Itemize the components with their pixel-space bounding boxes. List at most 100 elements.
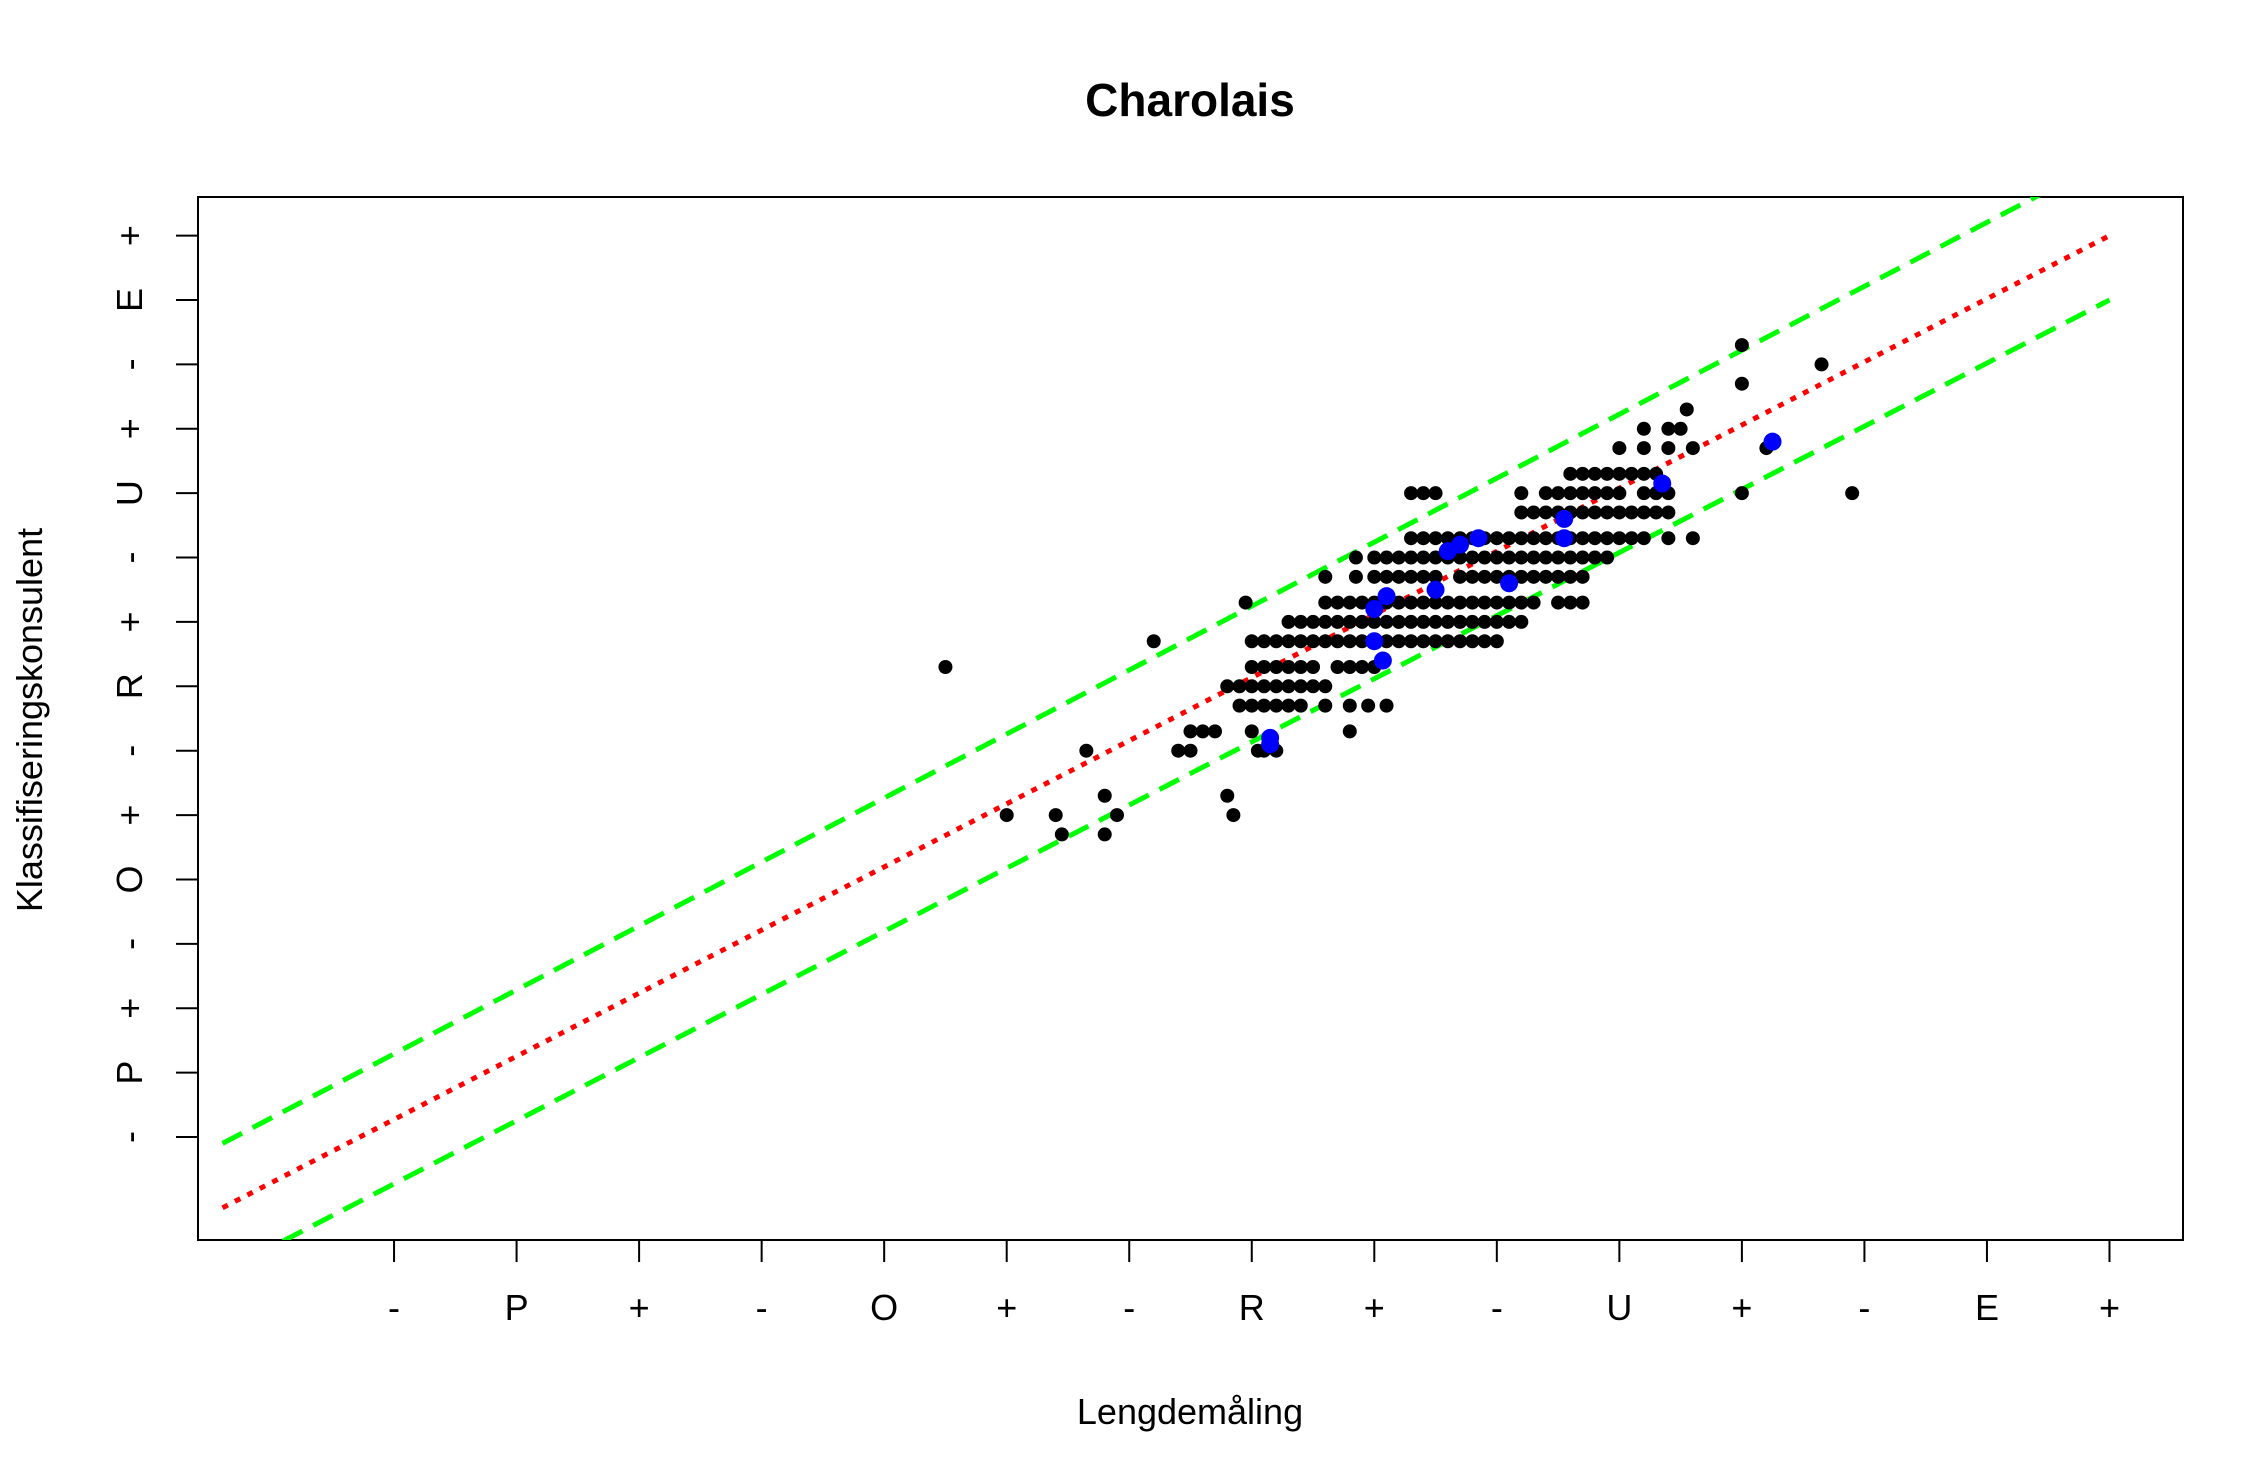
data-point: [1612, 441, 1627, 456]
data-point: [1624, 505, 1639, 520]
data-point: [1048, 808, 1063, 823]
y-tick-label: R: [109, 673, 150, 699]
highlighted-data-point: [1500, 574, 1519, 593]
data-point: [1244, 679, 1259, 694]
data-point: [1428, 550, 1443, 565]
highlighted-data-point: [1261, 728, 1280, 747]
data-point: [1318, 569, 1333, 584]
x-tick-label: -: [1123, 1287, 1135, 1328]
data-point: [1575, 531, 1590, 546]
data-point: [1281, 679, 1296, 694]
data-point: [1600, 550, 1615, 565]
data-point: [1318, 614, 1333, 629]
data-point: [1416, 550, 1431, 565]
x-tick-label: +: [629, 1287, 650, 1328]
y-tick-label: +: [109, 805, 150, 826]
data-point: [1661, 531, 1676, 546]
highlighted-data-point: [1426, 580, 1445, 599]
data-point: [1428, 614, 1443, 629]
data-point: [1416, 569, 1431, 584]
data-point: [1269, 659, 1284, 674]
data-point: [1416, 634, 1431, 649]
data-point: [1348, 569, 1363, 584]
data-point: [1391, 569, 1406, 584]
data-point: [1453, 634, 1468, 649]
y-tick-label: -: [109, 358, 150, 370]
data-point: [1244, 698, 1259, 713]
data-point: [1355, 659, 1370, 674]
data-point: [1416, 595, 1431, 610]
data-point: [1183, 724, 1198, 739]
data-point: [1661, 505, 1676, 520]
highlighted-data-point: [1451, 535, 1470, 554]
data-point: [1734, 338, 1749, 353]
data-point: [1636, 505, 1651, 520]
highlighted-data-point: [1365, 632, 1384, 651]
y-tick-label: +: [109, 998, 150, 1019]
data-point: [1538, 486, 1553, 501]
data-point: [1281, 614, 1296, 629]
data-point: [1391, 614, 1406, 629]
data-point: [1342, 595, 1357, 610]
data-point: [1465, 569, 1480, 584]
data-point: [1428, 634, 1443, 649]
data-point: [1477, 595, 1492, 610]
data-point: [1257, 659, 1272, 674]
data-point: [1502, 614, 1517, 629]
plot-frame: [197, 196, 2184, 1241]
data-point: [1293, 614, 1308, 629]
data-point: [1054, 827, 1069, 842]
data-point: [1293, 659, 1308, 674]
y-tick-label: -: [109, 938, 150, 950]
data-point: [1281, 634, 1296, 649]
data-point: [1624, 466, 1639, 481]
data-point: [1379, 569, 1394, 584]
x-tick-label: -: [756, 1287, 768, 1328]
data-point: [1440, 531, 1455, 546]
data-point: [1734, 486, 1749, 501]
confidence-band-line: [279, 297, 2111, 1240]
data-point: [1318, 595, 1333, 610]
data-point: [1465, 595, 1480, 610]
data-point: [1257, 698, 1272, 713]
data-point: [1465, 634, 1480, 649]
data-point: [1673, 421, 1688, 436]
data-point: [1226, 808, 1241, 823]
data-point: [1330, 659, 1345, 674]
data-point: [1526, 595, 1541, 610]
data-point: [1269, 698, 1284, 713]
data-point: [1514, 531, 1529, 546]
y-axis-label: Klassifiseringskonsulent: [9, 528, 50, 912]
data-point: [1600, 466, 1615, 481]
data-point: [1238, 595, 1253, 610]
data-point: [1685, 531, 1700, 546]
data-point: [1538, 531, 1553, 546]
data-point: [1453, 595, 1468, 610]
highlighted-data-point: [1653, 474, 1672, 493]
data-point: [1514, 614, 1529, 629]
data-point: [1453, 569, 1468, 584]
data-point: [1269, 679, 1284, 694]
data-point: [1575, 486, 1590, 501]
data-point: [1563, 595, 1578, 610]
x-axis-label: Lengdemåling: [1077, 1391, 1303, 1432]
data-point: [1281, 659, 1296, 674]
data-point: [1416, 486, 1431, 501]
data-point: [1220, 788, 1235, 803]
data-point: [1361, 698, 1376, 713]
data-point: [1195, 724, 1210, 739]
highlighted-data-point: [1377, 587, 1396, 606]
reference-lines: [221, 197, 2111, 1240]
data-point: [1281, 698, 1296, 713]
data-point: [1477, 569, 1492, 584]
data-point: [1367, 614, 1382, 629]
data-point: [1477, 550, 1492, 565]
data-point: [1587, 531, 1602, 546]
data-point: [1514, 486, 1529, 501]
x-tick-label: O: [870, 1287, 898, 1328]
x-tick-label: +: [1731, 1287, 1752, 1328]
data-point: [1551, 569, 1566, 584]
data-point: [1428, 569, 1443, 584]
x-axis: - P + - O + - R + - U + - E +: [388, 1240, 2120, 1328]
